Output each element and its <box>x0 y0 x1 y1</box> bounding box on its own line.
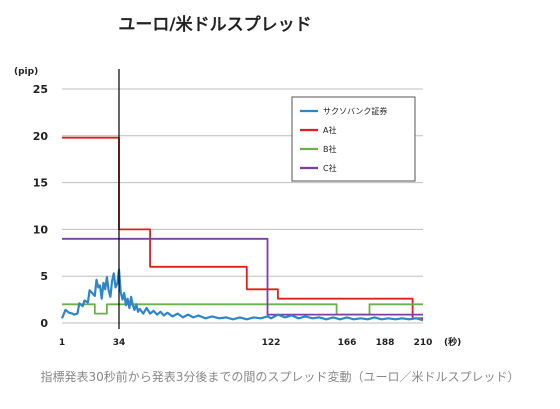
x-tick-label: 1 <box>59 338 65 348</box>
x-tick-label: 210 <box>414 338 433 348</box>
legend-label: サクソバンク証券 <box>323 106 387 116</box>
x-tick-label: 122 <box>262 338 281 348</box>
x-tick-label: 34 <box>113 338 126 348</box>
y-tick-label: 0 <box>40 317 48 330</box>
y-tick-labels: 0 5 10 15 20 25 <box>33 83 49 330</box>
chart-canvas: 0 5 10 15 20 25 1 34 122 166 188 210 サクソバンク証券 A社 B社 C… <box>14 67 461 348</box>
x-tick-label: 188 <box>376 338 395 348</box>
y-tick-label: 25 <box>33 83 48 96</box>
legend: サクソバンク証券 A社 B社 C社 <box>291 96 416 182</box>
y-tick-label: 20 <box>33 130 49 143</box>
series-line-3 <box>62 303 423 316</box>
chart-caption: 指標発表30秒前から発表3分後までの間のスプレッド変動（ユーロ／米ドルスプレッド… <box>40 370 520 384</box>
y-tick-label: 5 <box>40 270 48 283</box>
x-tick-labels: 1 34 122 166 188 210 <box>59 338 433 348</box>
x-axis-label: (秒) <box>444 336 461 348</box>
series-line-4 <box>62 237 423 316</box>
y-axis-label: (pip) <box>14 67 38 77</box>
legend-label: C社 <box>323 163 337 173</box>
chart-title: ユーロ/米ドルスプレッド <box>118 15 312 35</box>
x-tick-label: 166 <box>338 338 357 348</box>
legend-label: B社 <box>323 144 337 154</box>
legend-label: A社 <box>323 125 336 135</box>
series-line-1 <box>60 268 424 322</box>
y-tick-label: 10 <box>33 223 49 236</box>
y-tick-label: 15 <box>33 177 48 190</box>
